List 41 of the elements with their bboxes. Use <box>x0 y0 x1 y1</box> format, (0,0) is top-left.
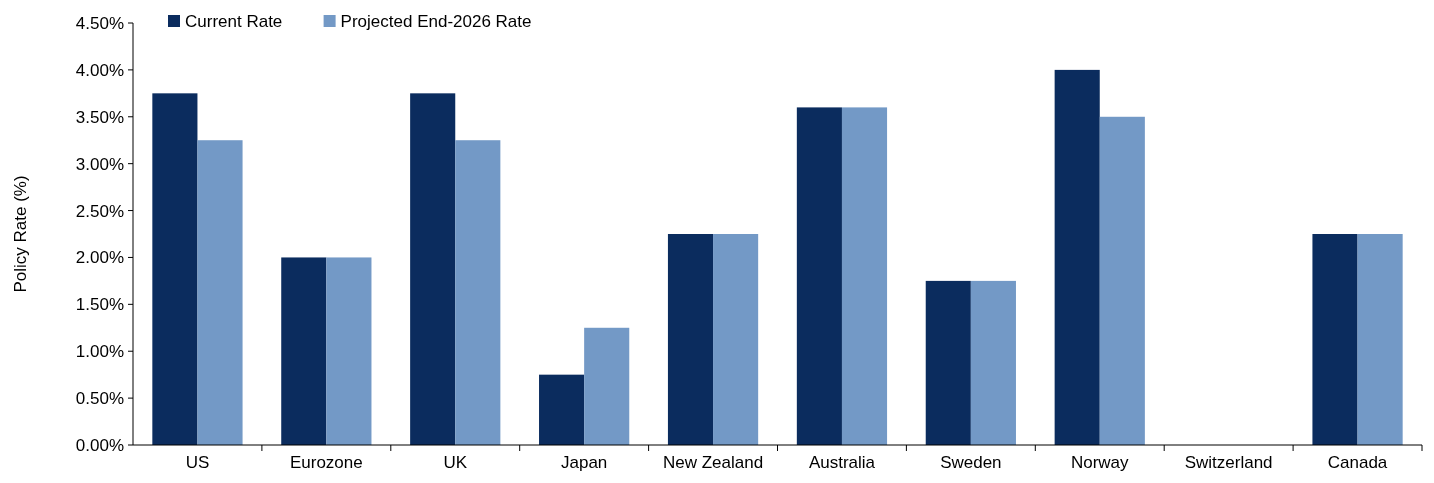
y-axis-title: Policy Rate (%) <box>11 175 30 293</box>
bar <box>796 107 842 445</box>
y-tick-label: 0.50% <box>75 389 124 409</box>
x-tick-label: UK <box>443 453 468 472</box>
bar <box>925 280 971 445</box>
bar <box>970 280 1016 445</box>
x-tick-label: Sweden <box>940 453 1002 472</box>
y-tick-label: 2.50% <box>75 201 124 221</box>
bar <box>281 257 327 445</box>
bar <box>1357 234 1403 445</box>
bar <box>410 93 456 445</box>
legend-label: Projected End-2026 Rate <box>340 11 532 31</box>
bar <box>455 140 501 445</box>
bar <box>667 234 714 445</box>
x-tick-label: Canada <box>1327 453 1388 472</box>
x-tick-label: Australia <box>808 453 876 472</box>
y-tick-label: 4.00% <box>75 60 124 80</box>
y-tick-label: 3.00% <box>75 154 124 174</box>
x-tick-label: US <box>185 453 210 472</box>
bar <box>1099 116 1145 445</box>
bar <box>539 374 585 445</box>
bar <box>584 327 630 445</box>
y-tick-label: 4.50% <box>75 13 124 33</box>
x-tick-label: Eurozone <box>289 453 363 472</box>
bar <box>1054 69 1100 445</box>
y-tick-label: 1.50% <box>75 295 124 315</box>
bar <box>841 107 888 445</box>
bar <box>152 93 198 445</box>
legend-label: Current Rate <box>185 11 283 31</box>
x-tick-label: Norway <box>1070 453 1130 472</box>
y-tick-label: 2.00% <box>75 248 124 268</box>
y-tick-label: 3.50% <box>75 107 124 127</box>
x-tick-label: New Zealand <box>662 453 764 472</box>
bar <box>197 140 243 445</box>
x-tick-label: Switzerland <box>1184 453 1273 472</box>
bar <box>326 257 372 445</box>
y-tick-label: 1.00% <box>75 342 124 362</box>
x-tick-label: Japan <box>560 453 608 472</box>
bar <box>713 234 759 445</box>
y-tick-label: 0.00% <box>75 435 124 455</box>
bar <box>1312 234 1358 445</box>
